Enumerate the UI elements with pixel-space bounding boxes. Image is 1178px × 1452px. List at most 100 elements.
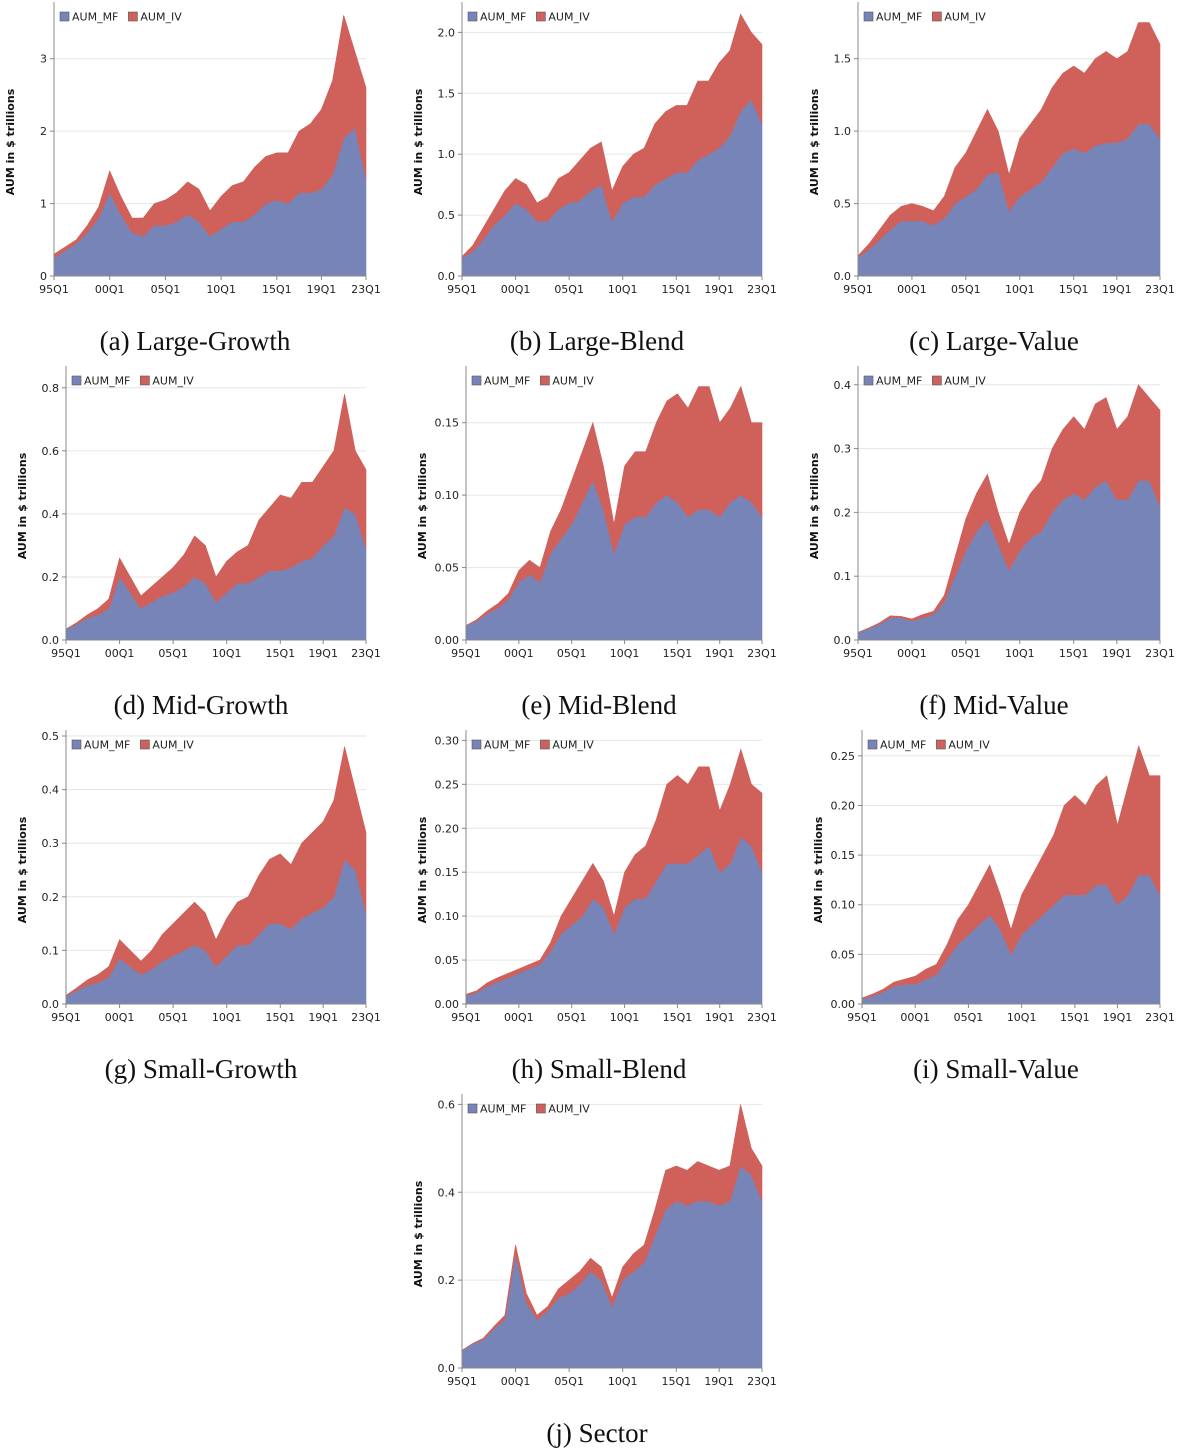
x-tick-label: 05Q1 xyxy=(151,283,181,296)
x-tick-label: 00Q1 xyxy=(501,1375,531,1388)
legend-label: AUM_IV xyxy=(152,375,194,388)
legend-label: AUM_IV xyxy=(944,11,986,24)
x-tick-label: 15Q1 xyxy=(663,1011,693,1024)
legend-label: AUM_IV xyxy=(152,739,194,752)
legend-swatch xyxy=(863,375,874,386)
x-tick-label: 15Q1 xyxy=(663,647,693,660)
x-tick-label: 95Q1 xyxy=(51,1011,81,1024)
y-tick-label: 0.15 xyxy=(435,866,460,879)
y-tick-label: 0.1 xyxy=(834,570,852,583)
y-tick-label: 1.5 xyxy=(438,87,456,100)
y-tick-label: 0.00 xyxy=(831,998,856,1011)
area xyxy=(461,1104,763,1351)
y-tick-label: 0.2 xyxy=(438,1274,456,1287)
x-tick-label: 95Q1 xyxy=(451,647,481,660)
x-tick-label: 95Q1 xyxy=(843,283,873,296)
area xyxy=(857,22,1161,258)
y-tick-label: 0.25 xyxy=(435,778,460,791)
legend-label: AUM_IV xyxy=(552,739,594,752)
legend-swatch xyxy=(540,739,550,750)
x-tick-label: 05Q1 xyxy=(158,647,188,660)
y-tick-label: 0.5 xyxy=(834,198,852,211)
x-tick-label: 05Q1 xyxy=(554,1375,584,1388)
area xyxy=(461,13,763,259)
area xyxy=(65,746,367,997)
legend-label: AUM_IV xyxy=(944,375,986,388)
panel: 0.00 0.05 0.10 0.15 0.20 0.25 95Q1 00Q1 05Q1 10Q1… xyxy=(812,730,1175,1084)
x-tick-label: 10Q1 xyxy=(608,283,638,296)
legend-swatch xyxy=(936,739,946,750)
y-tick-label: 0.10 xyxy=(435,910,460,923)
x-tick-label: 05Q1 xyxy=(158,1011,188,1024)
x-tick-label: 19Q1 xyxy=(307,283,337,296)
x-tick-label: 19Q1 xyxy=(705,647,735,660)
x-tick-label: 95Q1 xyxy=(847,1011,877,1024)
y-tick-label: 0.0 xyxy=(438,270,456,283)
area xyxy=(857,384,1161,633)
x-tick-label: 00Q1 xyxy=(95,283,125,296)
y-tick-label: 0.5 xyxy=(438,209,456,222)
y-tick-label: 0.00 xyxy=(435,634,460,647)
x-tick-label: 23Q1 xyxy=(747,283,777,296)
area xyxy=(53,15,367,259)
y-tick-label: 0.3 xyxy=(42,837,60,850)
x-tick-label: 00Q1 xyxy=(897,283,927,296)
y-axis-label: AUM in $ trillions xyxy=(416,816,429,923)
x-tick-label: 00Q1 xyxy=(501,283,531,296)
legend-label: AUM_MF xyxy=(484,375,530,388)
y-tick-label: 0.0 xyxy=(834,270,852,283)
caption: (h) Small-Blend xyxy=(512,1054,687,1084)
legend-label: AUM_MF xyxy=(876,11,922,24)
y-tick-label: 0.10 xyxy=(435,489,460,502)
y-tick-label: 0.0 xyxy=(834,634,852,647)
panel: 0.0 0.1 0.2 0.3 0.4 0.5 95Q1 00Q1 05Q1 10Q1 15Q1 19… xyxy=(16,730,381,1084)
x-tick-label: 95Q1 xyxy=(447,1375,477,1388)
y-axis-label: AUM in $ trillions xyxy=(812,816,825,923)
panel: 0.0 0.2 0.4 0.6 95Q1 00Q1 05Q1 10Q1 15Q1 19Q1 23Q1… xyxy=(412,1094,777,1448)
y-tick-label: 0.10 xyxy=(831,899,856,912)
x-tick-label: 00Q1 xyxy=(504,1011,534,1024)
x-tick-label: 19Q1 xyxy=(1102,283,1132,296)
caption: (d) Mid-Growth xyxy=(114,690,289,720)
legend-swatch xyxy=(536,1103,546,1114)
x-tick-label: 19Q1 xyxy=(308,1011,338,1024)
x-tick-label: 19Q1 xyxy=(1103,1011,1133,1024)
y-tick-label: 0.0 xyxy=(42,998,60,1011)
legend-label: AUM_MF xyxy=(84,375,130,388)
legend-swatch xyxy=(467,11,478,22)
y-tick-label: 0.2 xyxy=(42,571,60,584)
x-tick-label: 10Q1 xyxy=(610,1011,640,1024)
x-tick-label: 10Q1 xyxy=(212,647,242,660)
caption: (f) Mid-Value xyxy=(919,690,1068,720)
y-tick-label: 0.30 xyxy=(435,734,460,747)
x-tick-label: 23Q1 xyxy=(351,283,381,296)
area xyxy=(465,748,763,996)
x-tick-label: 00Q1 xyxy=(900,1011,930,1024)
y-tick-label: 0.15 xyxy=(435,417,460,430)
panel: 0.00 0.05 0.10 0.15 95Q1 00Q1 05Q1 10Q1 15Q1 19Q1… xyxy=(416,366,777,720)
y-tick-label: 0.5 xyxy=(42,730,60,743)
caption: (i) Small-Value xyxy=(913,1054,1079,1084)
x-tick-label: 23Q1 xyxy=(747,1011,777,1024)
x-tick-label: 15Q1 xyxy=(1059,647,1089,660)
y-tick-label: 0.8 xyxy=(42,382,60,395)
x-tick-label: 00Q1 xyxy=(897,647,927,660)
x-tick-label: 00Q1 xyxy=(504,647,534,660)
y-tick-label: 0.20 xyxy=(831,799,856,812)
y-tick-label: 1.0 xyxy=(834,125,852,138)
x-tick-label: 15Q1 xyxy=(265,1011,295,1024)
caption: (e) Mid-Blend xyxy=(521,690,677,720)
y-tick-label: 1.0 xyxy=(438,148,456,161)
y-tick-label: 0.6 xyxy=(438,1098,456,1111)
caption: (b) Large-Blend xyxy=(510,326,685,356)
y-tick-label: 0.05 xyxy=(435,562,460,575)
x-tick-label: 23Q1 xyxy=(351,647,381,660)
legend-swatch xyxy=(932,11,942,22)
y-tick-label: 0.2 xyxy=(42,891,60,904)
x-tick-label: 19Q1 xyxy=(704,1375,734,1388)
x-tick-label: 95Q1 xyxy=(39,283,69,296)
y-tick-label: 0.1 xyxy=(42,944,60,957)
legend-swatch xyxy=(59,11,70,22)
